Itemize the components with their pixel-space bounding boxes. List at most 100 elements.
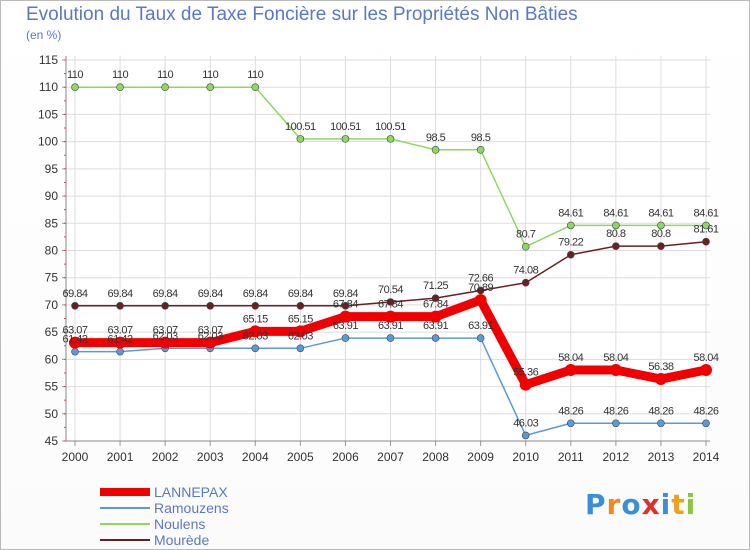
y-tick-label: 90: [45, 189, 59, 203]
data-point: [296, 344, 305, 353]
data-label: 63.91: [468, 320, 493, 332]
x-tick-label: 2007: [377, 450, 404, 464]
data-point: [566, 419, 575, 428]
data-label: 58.04: [558, 352, 583, 364]
data-point: [294, 325, 307, 338]
logo-letter: t: [671, 488, 686, 521]
data-label: 63.91: [333, 320, 358, 332]
data-point: [249, 325, 262, 338]
data-label: 62.03: [198, 330, 223, 342]
legend-item: Noulens: [100, 516, 320, 532]
logo-letter: P: [585, 488, 607, 521]
data-point: [206, 301, 215, 310]
data-label: 69.84: [198, 288, 223, 300]
data-label: 98.5: [426, 132, 446, 144]
y-tick-label: 50: [45, 407, 59, 421]
data-point: [612, 242, 620, 250]
data-label: 67.84: [423, 299, 448, 311]
legend-swatch: [100, 539, 150, 541]
data-point: [521, 431, 530, 440]
logo-letter: r: [606, 488, 622, 521]
data-label: 48.26: [648, 405, 673, 417]
data-point: [654, 373, 667, 386]
data-label: 63.91: [423, 320, 448, 332]
data-point: [161, 301, 169, 310]
data-label: 110: [157, 69, 173, 81]
data-point: [566, 221, 575, 230]
data-label: 110: [67, 69, 83, 81]
data-point: [386, 135, 395, 143]
y-tick-label: 70: [45, 298, 59, 312]
data-label: 67.84: [378, 299, 403, 311]
legend-item: LANNEPAX: [100, 484, 320, 500]
data-point: [429, 310, 442, 323]
data-label: 67.84: [333, 299, 358, 311]
chart-title: Evolution du Taux de Taxe Foncière sur l…: [26, 4, 578, 25]
data-point: [116, 347, 124, 356]
y-tick-label: 45: [45, 434, 59, 448]
data-point: [251, 301, 260, 310]
data-point: [612, 221, 620, 230]
y-tick-label: 55: [45, 380, 59, 394]
data-point: [657, 242, 665, 250]
legend-item: Ramouzens: [100, 500, 320, 516]
data-label: 63.07: [153, 325, 178, 337]
y-tick-label: 80: [45, 244, 59, 258]
data-point: [431, 334, 440, 342]
data-point: [341, 334, 350, 342]
data-point: [521, 278, 530, 287]
data-label: 55.36: [513, 367, 538, 379]
data-label: 100.51: [330, 121, 361, 133]
data-label: 100.51: [375, 121, 406, 133]
data-point: [339, 310, 352, 323]
data-label: 81.61: [693, 224, 718, 236]
data-point: [206, 83, 215, 92]
y-tick-label: 100: [38, 135, 58, 149]
data-point: [296, 301, 305, 310]
data-label: 69.84: [153, 288, 178, 300]
data-label: 48.26: [693, 405, 718, 417]
data-point: [204, 336, 217, 349]
data-label: 80.8: [606, 228, 626, 240]
data-label: 65.15: [243, 313, 268, 325]
x-tick-label: 2000: [62, 450, 89, 464]
data-label: 110: [202, 69, 218, 81]
data-label: 69.84: [62, 288, 87, 300]
x-tick-label: 2004: [242, 450, 269, 464]
y-tick-label: 95: [45, 162, 59, 176]
data-label: 63.91: [378, 320, 403, 332]
proxiti-logo: Proxiti: [585, 488, 696, 521]
data-label: 69.84: [288, 288, 313, 300]
data-point: [71, 83, 79, 92]
data-label: 63.07: [62, 325, 87, 337]
y-tick-label: 105: [38, 107, 58, 121]
data-label: 70.54: [378, 284, 403, 296]
x-tick-label: 2011: [558, 450, 584, 464]
x-tick-label: 2013: [648, 450, 675, 464]
data-point: [657, 419, 665, 428]
logo-letter: i: [660, 488, 672, 521]
data-point: [296, 135, 305, 143]
data-point: [702, 221, 710, 230]
data-label: 69.84: [333, 288, 358, 300]
data-label: 48.26: [603, 405, 628, 417]
data-point: [519, 378, 532, 391]
legend-swatch: [100, 523, 150, 525]
data-point: [69, 336, 81, 349]
data-label: 58.04: [693, 352, 718, 364]
data-point: [341, 301, 350, 310]
data-label: 62.03: [243, 330, 268, 342]
data-point: [116, 83, 124, 92]
data-label: 110: [112, 69, 128, 81]
data-label: 84.61: [648, 207, 673, 219]
legend-label: Mourède: [154, 532, 210, 548]
data-point: [159, 336, 172, 349]
data-point: [612, 419, 620, 428]
data-label: 110: [247, 69, 263, 81]
data-point: [71, 301, 79, 310]
data-point: [341, 135, 350, 143]
data-point: [431, 294, 440, 302]
data-point: [566, 250, 575, 259]
y-tick-label: 110: [39, 80, 58, 94]
